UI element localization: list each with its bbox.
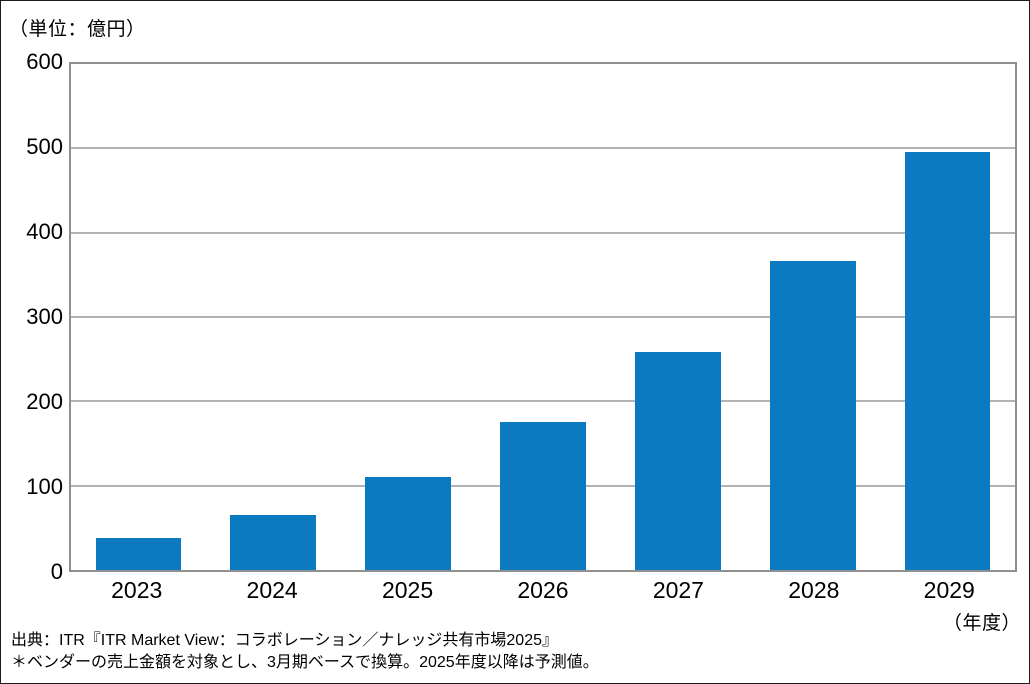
bar-2024 [230, 515, 317, 570]
source-text: 出典：ITR『ITR Market View：コラボレーション／ナレッジ共有市場… [11, 632, 559, 649]
gridline-500 [71, 147, 1015, 150]
bar-slot-2029 [880, 64, 1015, 570]
footer: 出典：ITR『ITR Market View：コラボレーション／ナレッジ共有市場… [11, 630, 599, 674]
x-axis-labels: 2023 2024 2025 2026 2027 2028 2029 [69, 577, 1017, 605]
bar-slot-2024 [206, 64, 341, 570]
y-tick-label-200: 200 [26, 389, 63, 414]
gridline-300 [71, 316, 1015, 318]
bar-2028 [769, 261, 856, 570]
x-axis-unit-label: （年度） [942, 613, 1021, 634]
y-tick-label-300: 300 [26, 304, 63, 329]
x-tick-label-2023: 2023 [111, 577, 163, 603]
x-tick-label-2024: 2024 [246, 577, 298, 603]
x-tick-label-2027: 2027 [652, 577, 704, 603]
bar-2027 [635, 351, 721, 570]
bar-slot-2028 [745, 64, 880, 570]
y-tick-label-0: 0 [50, 559, 63, 584]
x-tick-label-2025: 2025 [381, 577, 434, 603]
bar-slot-2027 [610, 64, 745, 570]
bar-2029 [904, 151, 991, 570]
plot-area [69, 62, 1017, 572]
gridline-400 [71, 231, 1015, 234]
bar-2025 [365, 477, 451, 570]
y-tick-label-600: 600 [26, 49, 63, 74]
y-tick-label-400: 400 [26, 219, 63, 244]
y-tick-label-100: 100 [26, 474, 63, 499]
note-text: ＊ベンダーの売上金額を対象とし、3月期ベースで換算。2025年度以降は予測値。 [11, 654, 599, 671]
bar-slot-2023 [71, 64, 206, 570]
bar-slot-2025 [341, 64, 476, 570]
x-tick-label-2026: 2026 [517, 577, 569, 603]
y-tick-label-500: 500 [26, 134, 63, 159]
bar-slot-2026 [476, 64, 611, 570]
bar-2023 [95, 537, 182, 570]
bar-2026 [500, 421, 586, 570]
y-axis-unit-label: （単位：億円） [9, 19, 146, 40]
x-tick-label-2029: 2029 [923, 577, 975, 603]
y-axis-labels: 0 100 200 300 400 500 600 [1, 51, 63, 583]
gridline-200 [71, 400, 1015, 403]
x-tick-label-2028: 2028 [788, 577, 840, 603]
bars [71, 64, 1015, 570]
